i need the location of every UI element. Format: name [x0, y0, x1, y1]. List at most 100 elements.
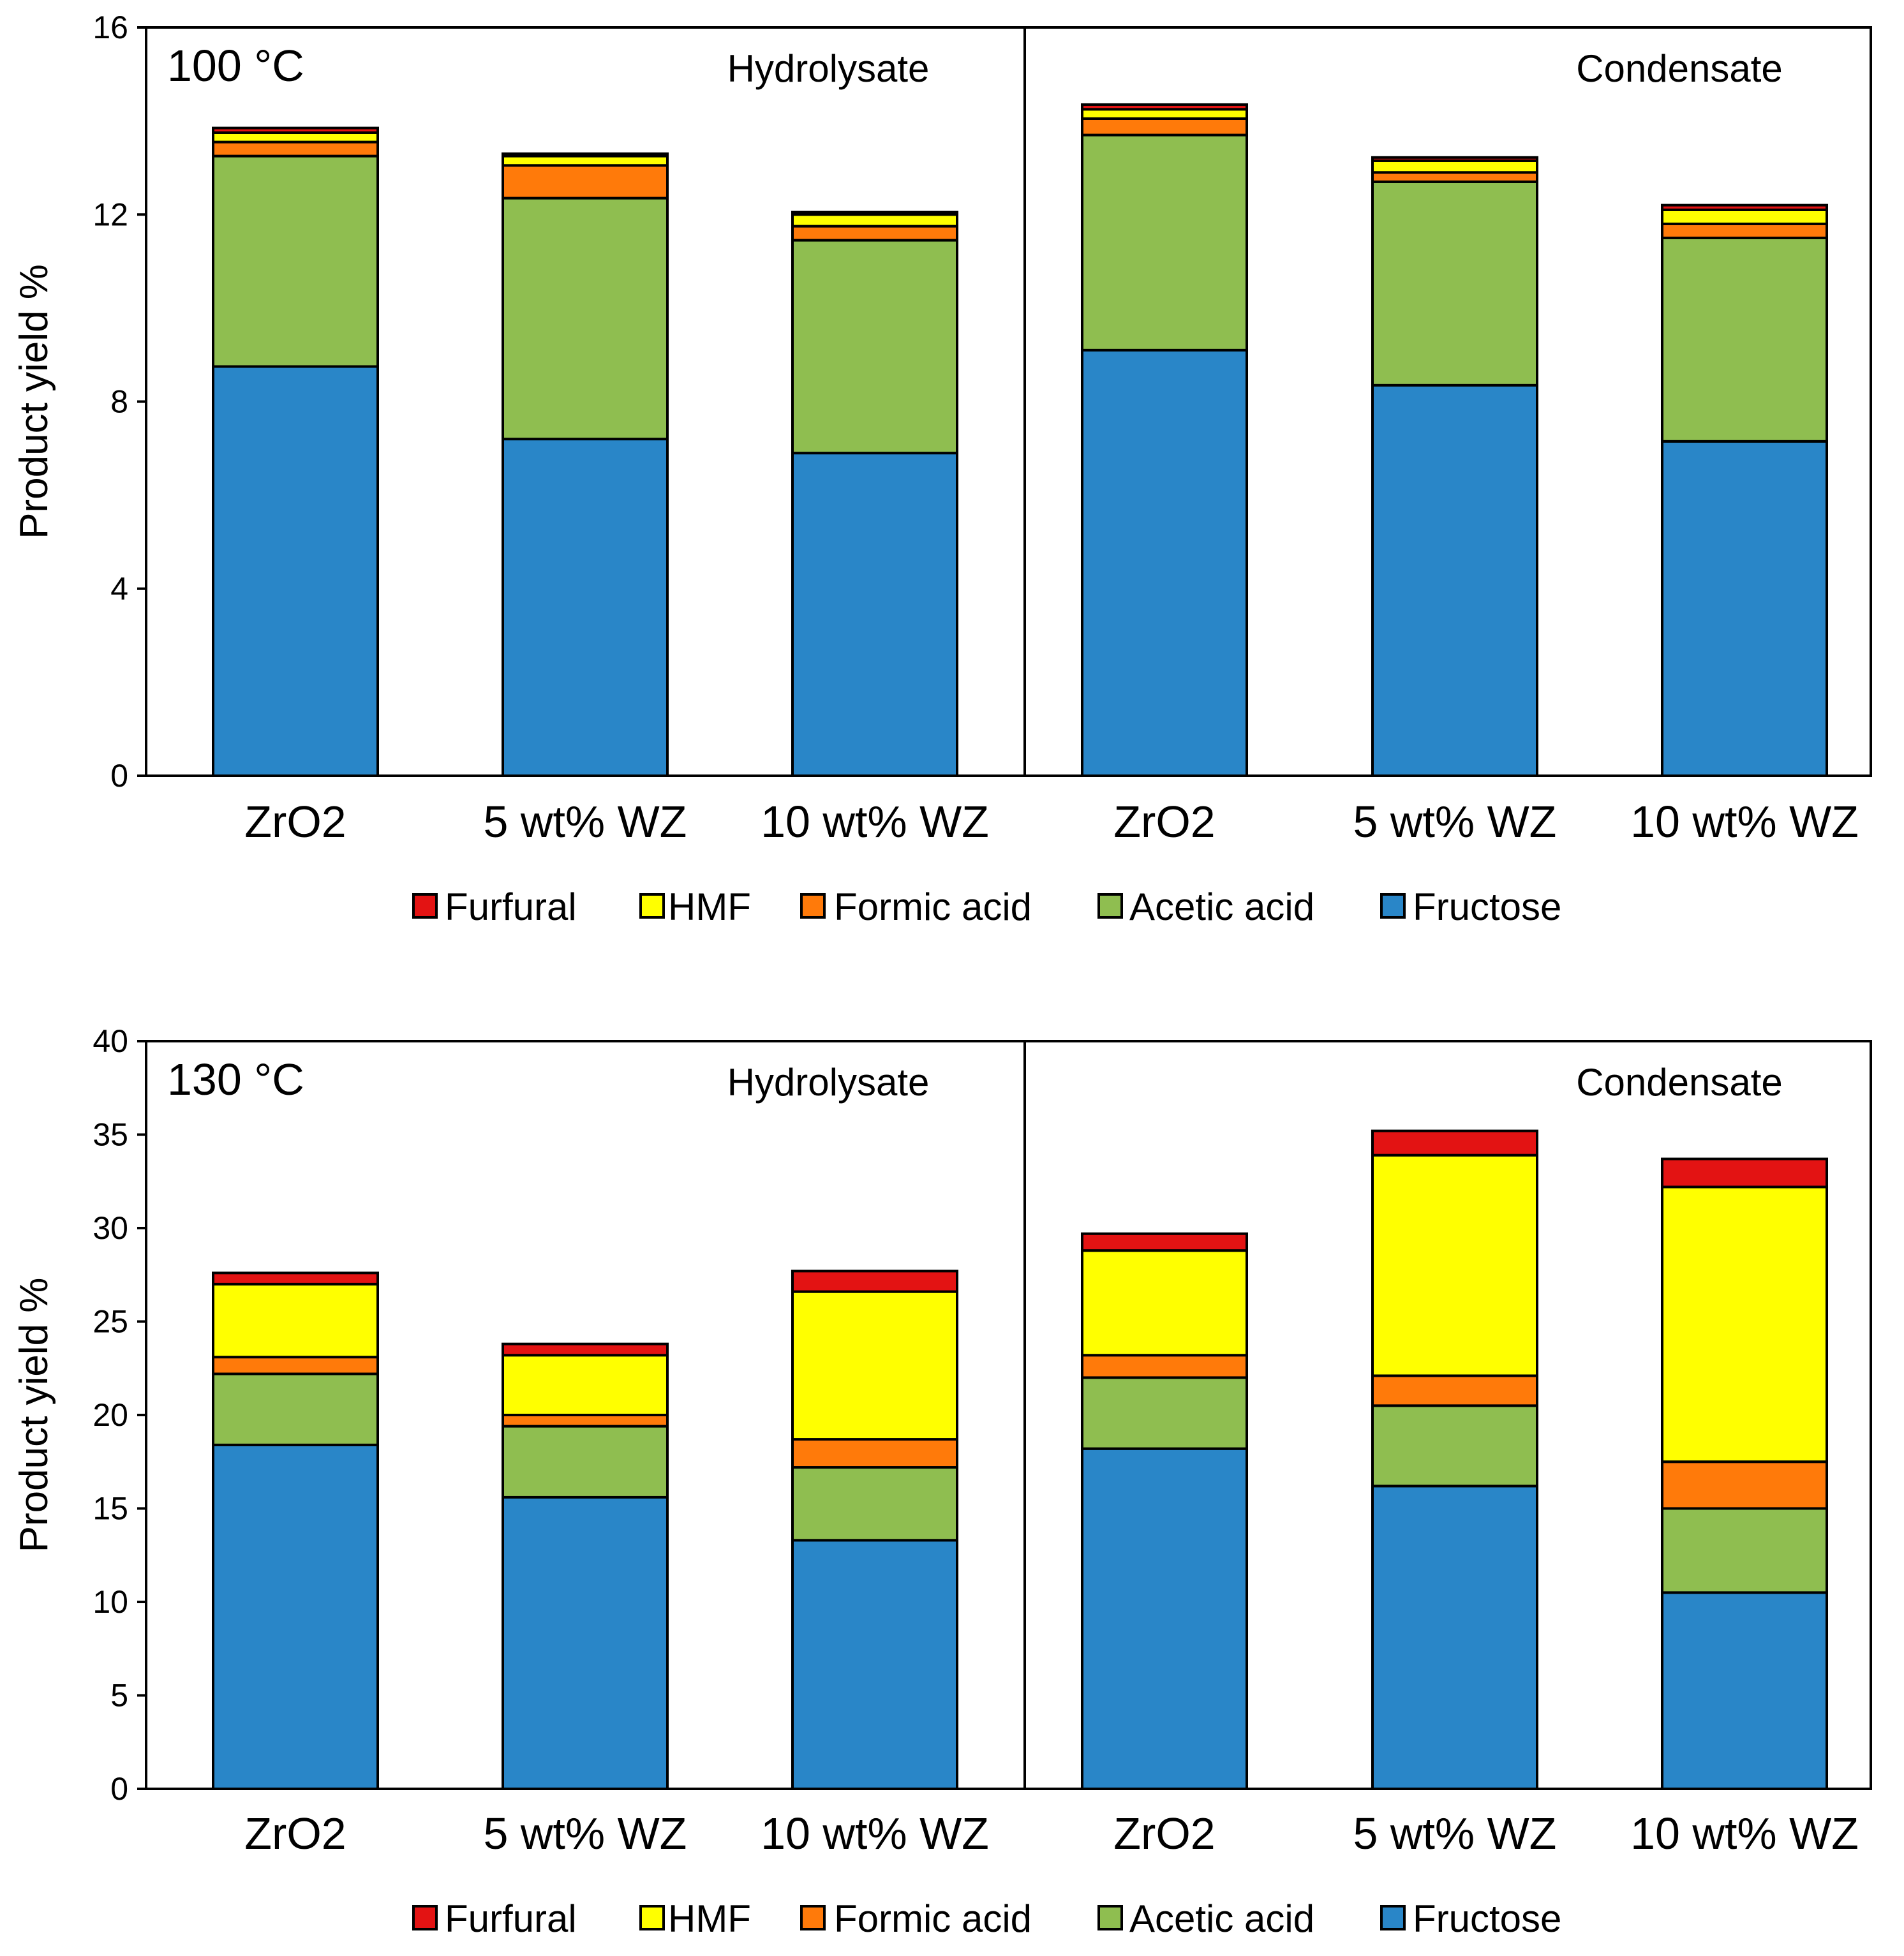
y-tick-label: 30 — [93, 1210, 128, 1246]
y-axis-title: Product yield % — [12, 264, 56, 539]
bar-hmf — [791, 213, 958, 228]
bar-furfural — [212, 126, 379, 134]
group-label-hydrolysate: Hydrolysate — [727, 1061, 930, 1104]
bar-formic-acid — [212, 1356, 379, 1375]
bar-formic-acid — [1081, 1354, 1248, 1379]
x-tick-label: 5 wt% WZ — [1353, 1809, 1557, 1858]
legend-label-furfural: Furfural — [445, 1897, 577, 1940]
legend-label-formic-acid: Formic acid — [834, 885, 1032, 928]
bar-fructose — [1661, 1591, 1828, 1791]
y-tick-label: 10 — [93, 1584, 128, 1620]
y-tick-label: 35 — [93, 1117, 128, 1153]
bar-hmf — [212, 1282, 379, 1359]
legend-swatch-furfural — [412, 893, 438, 919]
bar-acetic-acid — [1661, 236, 1828, 443]
y-tick-label: 0 — [110, 1771, 128, 1807]
legend-label-formic-acid: Formic acid — [834, 1897, 1032, 1940]
bar-acetic-acid — [502, 1425, 669, 1499]
bar-acetic-acid — [212, 1372, 379, 1446]
x-tick-label: ZrO2 — [244, 797, 346, 847]
bar-acetic-acid — [1081, 133, 1248, 352]
legend-swatch-acetic-acid — [1097, 1905, 1123, 1930]
bar-hmf — [1081, 108, 1248, 120]
x-tick-label: 10 wt% WZ — [761, 1809, 989, 1858]
bar-acetic-acid — [791, 1466, 958, 1542]
legend-label-fructose: Fructose — [1413, 885, 1561, 928]
y-tick-label: 40 — [93, 1023, 128, 1059]
bar-fructose — [791, 452, 958, 777]
x-tick-label: ZrO2 — [1113, 1809, 1215, 1858]
bar-furfural — [1661, 1157, 1828, 1189]
bar-furfural — [1371, 1129, 1538, 1157]
bar-fructose — [1081, 1447, 1248, 1790]
bar-formic-acid — [1661, 222, 1828, 239]
y-tick-label: 20 — [93, 1397, 128, 1433]
y-tick-label: 4 — [110, 571, 128, 607]
legend-swatch-formic-acid — [800, 1905, 826, 1930]
x-tick-label: 5 wt% WZ — [484, 797, 687, 847]
bar-furfural — [791, 1270, 958, 1293]
legend-label-furfural: Furfural — [445, 885, 577, 928]
bar-hmf — [502, 1354, 669, 1416]
bar-stack-5-wt-wz-4 — [1371, 1129, 1538, 1791]
legend-label-hmf: HMF — [668, 885, 751, 928]
bar-acetic-acid — [791, 239, 958, 455]
group-label-condensate: Condensate — [1576, 1061, 1783, 1104]
legend: Furfural HMF Formic acid Acetic acid Fructos… — [412, 1897, 1561, 1940]
x-tick-label: 10 wt% WZ — [1630, 1809, 1859, 1858]
x-tick-label: 10 wt% WZ — [1630, 797, 1859, 847]
bar-formic-acid — [502, 164, 669, 200]
bar-stack-zro2-0 — [212, 126, 379, 777]
x-tick-label: 10 wt% WZ — [761, 797, 989, 847]
y-tick-label: 15 — [93, 1491, 128, 1527]
group-label-hydrolysate: Hydrolysate — [727, 47, 930, 90]
bar-stack-zro2-0 — [212, 1271, 379, 1790]
bar-formic-acid — [1371, 171, 1538, 183]
x-tick-label: ZrO2 — [1113, 797, 1215, 847]
bar-fructose — [502, 438, 669, 777]
bar-acetic-acid — [1371, 180, 1538, 387]
bar-fructose — [1081, 348, 1248, 777]
x-tick-label: ZrO2 — [244, 1809, 346, 1858]
legend: Furfural HMF Formic acid Acetic acid Fructos… — [412, 885, 1561, 928]
bar-fructose — [1371, 1485, 1538, 1791]
bar-acetic-acid — [502, 196, 669, 441]
chart-100c: Product yield % 0 4 8 12 16 100 °C Hydrolysate C… — [12, 10, 1872, 928]
bar-fructose — [791, 1539, 958, 1791]
bar-hmf — [1371, 159, 1538, 174]
bar-fructose — [1661, 440, 1828, 777]
bar-hmf — [1661, 208, 1828, 225]
bar-furfural — [502, 152, 669, 158]
plot-frame — [145, 26, 1872, 777]
y-axis-title: Product yield % — [12, 1278, 56, 1553]
bar-hmf — [212, 131, 379, 144]
bar-acetic-acid — [1371, 1404, 1538, 1488]
bar-formic-acid — [791, 1438, 958, 1469]
legend-swatch-acetic-acid — [1097, 893, 1123, 919]
bar-stack-10-wt-wz-2 — [791, 1270, 958, 1791]
legend-swatch-hmf — [639, 893, 665, 919]
legend-label-fructose: Fructose — [1413, 1897, 1561, 1940]
bar-formic-acid — [1661, 1460, 1828, 1510]
bar-furfural — [212, 1271, 379, 1285]
legend-swatch-fructose — [1380, 893, 1406, 919]
bar-stack-10-wt-wz-2 — [791, 211, 958, 777]
legend-label-hmf: HMF — [668, 1897, 751, 1940]
legend-label-acetic-acid: Acetic acid — [1129, 885, 1314, 928]
y-tick-label: 8 — [110, 384, 128, 420]
panel-temperature-label: 130 °C — [167, 1055, 304, 1104]
bar-fructose — [502, 1495, 669, 1790]
x-tick-label: 5 wt% WZ — [484, 1809, 687, 1858]
bar-stack-5-wt-wz-1 — [502, 1342, 669, 1790]
y-tick-label: 5 — [110, 1678, 128, 1714]
bar-acetic-acid — [1661, 1507, 1828, 1594]
y-tick-label: 12 — [93, 196, 128, 232]
bar-furfural — [1661, 204, 1828, 211]
bar-formic-acid — [791, 225, 958, 242]
y-tick-label: 25 — [93, 1304, 128, 1340]
bar-stack-5-wt-wz-1 — [502, 152, 669, 777]
bar-hmf — [1371, 1153, 1538, 1377]
group-label-condensate: Condensate — [1576, 47, 1783, 90]
legend-swatch-formic-acid — [800, 893, 826, 919]
